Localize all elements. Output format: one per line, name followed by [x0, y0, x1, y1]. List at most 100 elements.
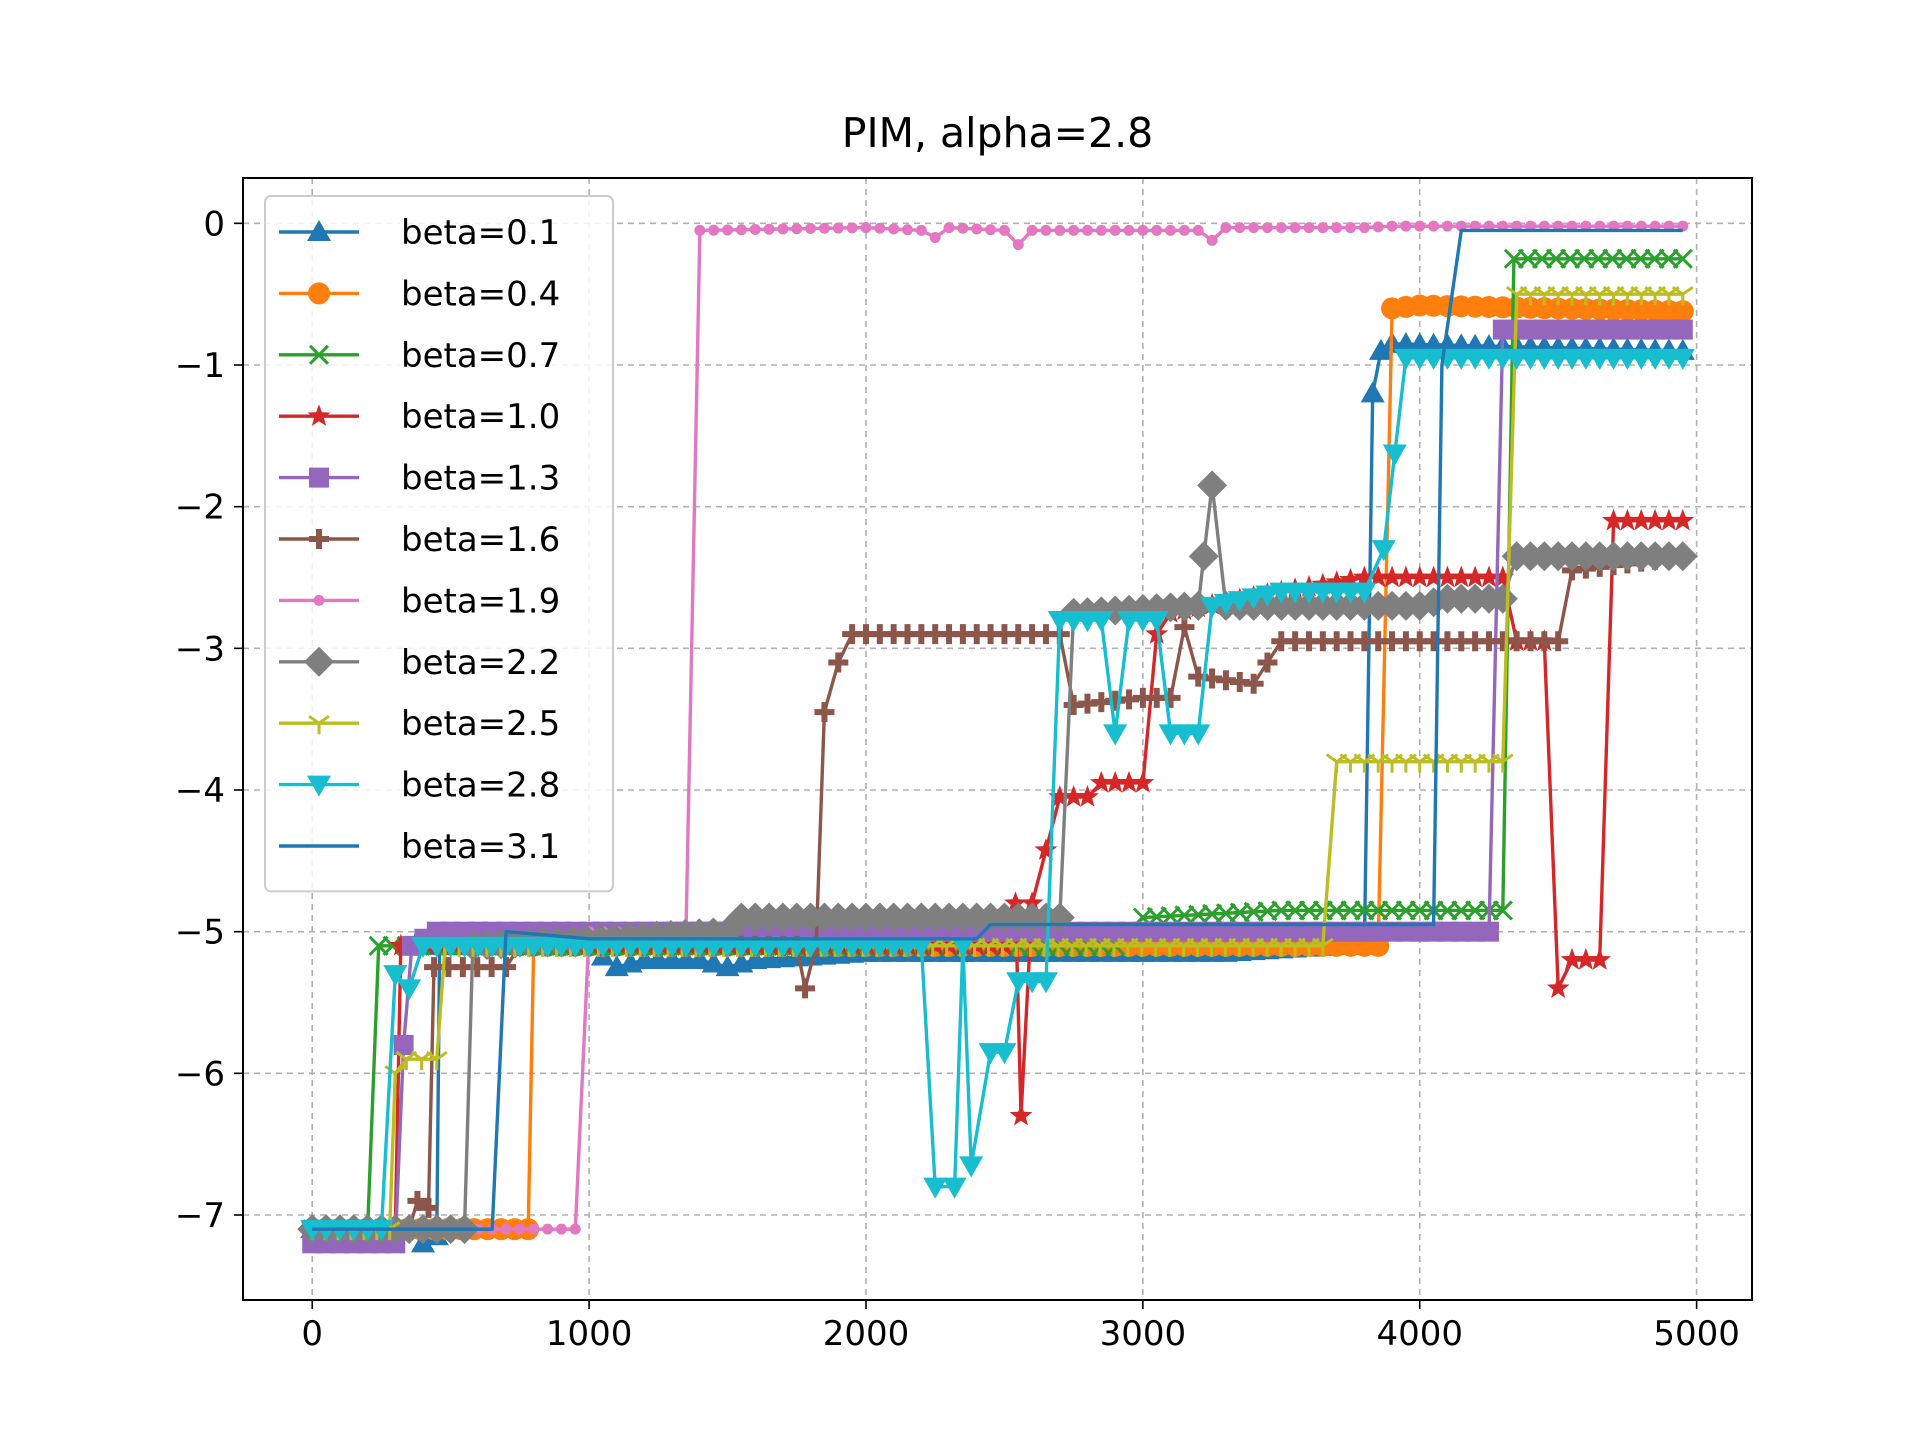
data-point: [1574, 948, 1598, 970]
legend-label: beta=1.6: [401, 520, 560, 560]
data-point: [1241, 588, 1266, 610]
data-point: [1408, 565, 1432, 588]
series-line: [312, 356, 1683, 1231]
x-tick-label: 5000: [1653, 1314, 1740, 1354]
data-point: [1478, 921, 1499, 942]
data-point: [1671, 285, 1694, 306]
data-point: [1449, 565, 1473, 588]
data-point: [1588, 948, 1612, 970]
data-point: [1009, 1103, 1033, 1126]
data-point: [1200, 937, 1223, 957]
data-point: [1519, 285, 1542, 306]
data-point: [1103, 770, 1127, 793]
data-point: [1371, 540, 1396, 562]
legend-label: beta=0.4: [401, 274, 560, 314]
data-point: [1380, 565, 1404, 588]
legend-marker: [309, 529, 329, 549]
legend-marker: [304, 646, 334, 677]
data-point: [1144, 611, 1169, 632]
data-point: [971, 223, 983, 235]
data-point: [1200, 596, 1225, 618]
data-point: [1186, 724, 1211, 746]
data-point: [1289, 222, 1301, 234]
data-point: [1186, 937, 1209, 957]
data-point: [1353, 565, 1376, 588]
data-point: [1137, 224, 1149, 236]
data-point: [1670, 348, 1695, 370]
data-point: [1109, 224, 1121, 236]
data-point: [763, 223, 775, 235]
data-point: [977, 937, 1000, 957]
data-point: [1588, 285, 1611, 306]
series-layer: [297, 220, 1698, 1254]
legend-label: beta=2.8: [401, 766, 560, 806]
data-point: [1428, 220, 1440, 232]
y-tick-label: −4: [175, 771, 225, 811]
data-point: [1672, 248, 1693, 269]
data-point: [1360, 381, 1385, 403]
legend-marker: [307, 220, 331, 241]
data-point: [555, 1223, 567, 1235]
data-point: [985, 224, 997, 236]
legend-marker: [308, 282, 330, 305]
data-point: [1227, 591, 1252, 613]
data-point: [998, 224, 1010, 236]
data-point: [1130, 937, 1153, 957]
data-point: [1081, 224, 1093, 236]
data-point: [1630, 285, 1653, 306]
data-point: [1352, 582, 1377, 604]
data-point: [569, 1223, 581, 1235]
legend-label: beta=0.7: [401, 336, 560, 376]
data-point: [1062, 785, 1086, 807]
data-point: [1492, 900, 1513, 921]
data-point: [777, 223, 789, 235]
data-point: [542, 1223, 554, 1235]
legend-entry: beta=3.1: [279, 827, 560, 867]
data-point: [1242, 937, 1265, 957]
data-point: [1394, 565, 1418, 588]
data-point: [708, 224, 720, 236]
legend-entry: beta=0.1: [279, 213, 560, 253]
data-point: [1533, 285, 1556, 306]
data-point: [687, 948, 712, 969]
data-point: [1123, 224, 1135, 236]
data-point: [1061, 937, 1083, 957]
data-point: [860, 222, 872, 234]
data-point: [1616, 285, 1639, 306]
data-point: [1172, 937, 1195, 957]
data-point: [1089, 937, 1111, 957]
legend-entry: beta=2.8: [279, 766, 560, 806]
data-point: [1103, 724, 1128, 746]
data-point: [528, 1223, 540, 1235]
data-point: [1339, 567, 1362, 590]
data-point: [818, 222, 830, 234]
data-point: [1019, 937, 1042, 957]
data-point: [1261, 222, 1273, 234]
legend-label: beta=1.0: [401, 397, 560, 437]
series-beta=2.8: [300, 348, 1695, 1242]
data-point: [1505, 285, 1528, 306]
data-point: [1298, 937, 1320, 957]
data-point: [1602, 285, 1625, 306]
data-point: [1478, 753, 1500, 773]
data-point: [500, 1223, 512, 1235]
data-point: [1602, 508, 1625, 531]
data-point: [1188, 541, 1219, 572]
data-point: [1213, 594, 1238, 615]
legend-label: beta=3.1: [401, 827, 560, 867]
y-tick-label: −2: [175, 488, 225, 528]
data-point: [1366, 565, 1390, 588]
data-point: [1234, 222, 1246, 234]
data-point: [1491, 753, 1514, 773]
data-point: [1206, 234, 1218, 246]
data-point: [1034, 838, 1058, 860]
data-point: [1671, 300, 1694, 323]
data-point: [1450, 753, 1473, 773]
legend-marker: [307, 775, 331, 797]
data-point: [1256, 937, 1278, 957]
x-tick-label: 1000: [546, 1314, 633, 1354]
data-point: [749, 223, 761, 235]
data-point: [1005, 937, 1028, 957]
data-point: [1144, 937, 1167, 957]
series-line: [312, 228, 1683, 1231]
